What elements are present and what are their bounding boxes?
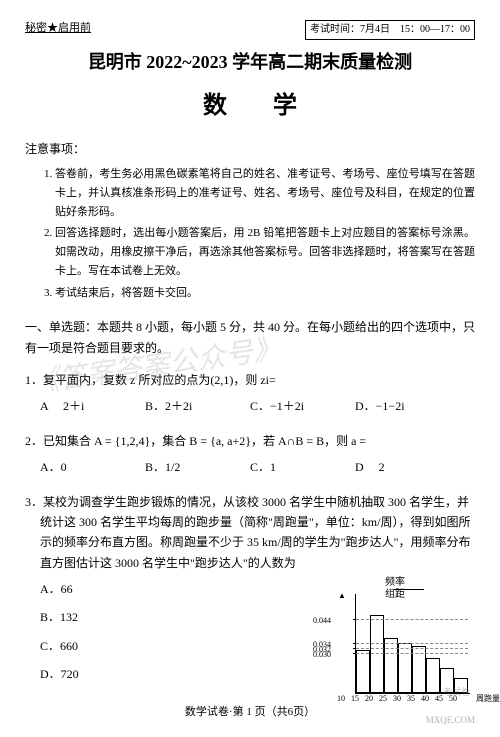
histogram-bar — [426, 658, 440, 693]
q2-text: 2．已知集合 A = {1,2,4}，集合 B = {a, a+2}，若 A∩B… — [40, 431, 475, 451]
q3-option-c: C．660 — [55, 636, 320, 656]
q2-option-d: D 2 — [370, 457, 475, 477]
exam-title: 昆明市 2022~2023 学年高二期末质量检测 — [25, 48, 475, 77]
question-3: 3．某校为调查学生跑步锻炼的情况，从该校 3000 名学生中随机抽取 300 名… — [25, 492, 475, 710]
section-heading: 一、单选题：本题共 8 小题，每小题 5 分，共 40 分。在每小题给出的四个选… — [25, 317, 475, 358]
q3-option-a: A．66 — [55, 579, 320, 599]
question-2: 2．已知集合 A = {1,2,4}，集合 B = {a, a+2}，若 A∩B… — [25, 431, 475, 478]
histogram-bar — [398, 643, 412, 693]
histogram-bar — [384, 638, 398, 693]
y-tick-label: 0.044 — [328, 614, 331, 628]
chart-xlabel: 周跑量 — [491, 692, 500, 706]
notice-item: 回答选择题时，选出每小题答案后，用 2B 铅笔把答题卡上对应题目的答案标号涂黑。… — [55, 224, 475, 280]
y-tick-label: 0.030 — [328, 648, 331, 662]
confidential-label: 秘密★启用前 — [25, 20, 91, 40]
q3-option-d: D．720 — [55, 664, 320, 684]
q3-option-b: B．132 — [55, 607, 320, 627]
notice-item: 答卷前，考生务必用黑色碳素笔将自己的姓名、准考证号、考场号、座位号填写在答题卡上… — [55, 165, 475, 221]
exam-time-label: 考试时间：7月4日 15：00—17：00 — [305, 20, 475, 40]
page-watermark-url: MXQE.COM — [426, 713, 475, 727]
notice-heading: 注意事项： — [25, 140, 475, 159]
q1-option-d: D．−1−2i — [370, 396, 475, 416]
page-watermark: 考试卷 — [443, 685, 470, 699]
question-1: 1．复平面内，复数 z 所对应的点为(2,1)，则 zi= A 2＋i B．2＋… — [25, 370, 475, 417]
q1-text: 1．复平面内，复数 z 所对应的点为(2,1)，则 zi= — [40, 370, 475, 390]
notice-list: 答卷前，考生务必用黑色碳素笔将自己的姓名、准考证号、考场号、座位号填写在答题卡上… — [25, 165, 475, 302]
chart-axes: ▲ ▶ 0.0440.0340.0320.030 101520253035404… — [355, 594, 470, 694]
histogram-bar — [370, 615, 384, 693]
histogram-bar — [356, 650, 370, 693]
fraction-line — [394, 589, 424, 590]
notice-item: 考试结束后，将答题卡交回。 — [55, 284, 475, 303]
q3-text: 3．某校为调查学生跑步锻炼的情况，从该校 3000 名学生中随机抽取 300 名… — [40, 492, 475, 574]
subject-title: 数 学 — [25, 87, 475, 125]
